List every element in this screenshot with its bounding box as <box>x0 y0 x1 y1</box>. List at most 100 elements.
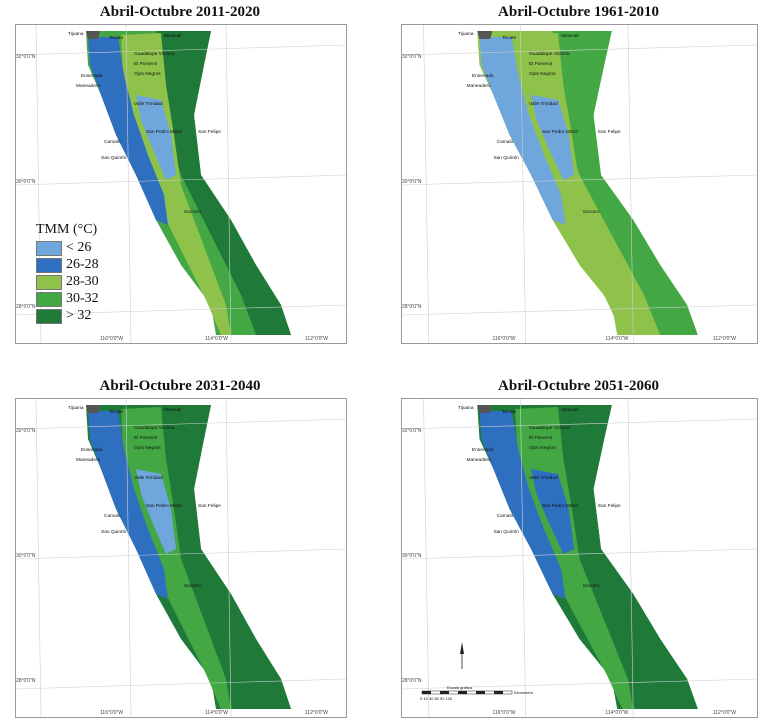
legend-label: 30-32 <box>66 291 99 306</box>
eastern-zone <box>552 31 698 335</box>
lat-tick-label: 30°0'0"N <box>402 179 422 185</box>
place-label-ensenada: Ensenada <box>472 73 494 79</box>
place-label-tijuana: Tijuana <box>458 405 474 411</box>
place-label-ojos: Ojos Negros <box>529 445 556 451</box>
place-label-tecate: Tecate <box>502 409 516 415</box>
place-label-trinidad: Valle Trinidad <box>529 101 558 107</box>
legend: TMM (°C) < 26 26-28 28-30 30-32 > 32 <box>36 222 99 325</box>
lon-tick-label: 114°0'0"W <box>605 336 629 342</box>
graticule-line <box>225 399 232 717</box>
graticule-line <box>16 174 346 186</box>
place-label-sanquintin: San Quintín <box>493 529 519 535</box>
highland-zone <box>531 95 575 180</box>
border-patch <box>477 31 493 39</box>
lat-tick-label: 32°0'0"N <box>16 428 36 434</box>
legend-label: < 26 <box>66 240 92 255</box>
scale-ticks: 0 15 30 60 90 120 <box>420 696 453 701</box>
coastal-zone <box>88 37 168 225</box>
map-panel: Tijuana Tecate Mexicali Guadalupe Victoria E… <box>401 24 758 344</box>
scale-label: Escala gráfica <box>447 685 473 690</box>
graticule-line <box>35 25 42 343</box>
legend-swatch <box>36 308 62 324</box>
place-label-mexicali: Mexicali <box>561 407 578 413</box>
legend-label: 28-30 <box>66 274 99 289</box>
lat-tick-label: 32°0'0"N <box>402 54 422 60</box>
border-patch <box>86 31 100 39</box>
place-label-sanfelipe: San Felipe <box>598 503 621 509</box>
lon-tick-label: 112°0'0"W <box>712 336 736 342</box>
legend-item: 28-30 <box>36 274 99 290</box>
border-patch <box>477 405 493 413</box>
legend-item: > 32 <box>36 308 99 324</box>
place-label-tecate: Tecate <box>109 35 123 41</box>
place-label-socorro: Socorro <box>184 209 201 215</box>
place-label-ensenada: Ensenada <box>81 447 103 453</box>
lat-tick-label: 32°0'0"N <box>16 54 36 60</box>
legend-item: 26-28 <box>36 257 99 273</box>
place-label-ojos: Ojos Negros <box>529 71 556 77</box>
place-label-camalu: Camalú <box>497 513 514 519</box>
lon-tick-label: 114°0'0"W <box>605 710 629 716</box>
lat-tick-label: 28°0'0"N <box>402 678 422 684</box>
place-label-tijuana: Tijuana <box>458 31 474 37</box>
highland-zone <box>531 469 575 554</box>
lat-tick-label: 30°0'0"N <box>16 553 36 559</box>
place-label-ojos: Ojos Negros <box>134 445 161 451</box>
eastern-zone <box>156 405 291 709</box>
graticule-line <box>402 174 757 186</box>
coastal-zone <box>479 411 566 599</box>
north-arrow <box>460 642 464 654</box>
lat-tick-label: 28°0'0"N <box>402 304 422 310</box>
graticule-line <box>402 678 757 690</box>
place-label-sanquintin: San Quintín <box>101 529 127 535</box>
lon-tick-label: 114°0'0"W <box>205 336 228 342</box>
place-label-porvenir: El Porvenir <box>529 435 553 441</box>
place-label-ensenada: Ensenada <box>81 73 103 79</box>
lat-tick-label: 28°0'0"N <box>16 678 36 684</box>
lon-tick-label: 116°0'0"W <box>100 710 123 716</box>
map-panel: Tijuana Tecate Mexicali Guadalupe Victoria E… <box>15 398 347 718</box>
graticule-line <box>125 399 132 717</box>
graticule-line <box>627 399 634 717</box>
legend-swatch <box>36 274 62 290</box>
map-panel: Tijuana Tecate Mexicali Guadalupe Victoria E… <box>15 24 347 344</box>
legend-item: < 26 <box>36 240 99 256</box>
graticule-line <box>402 304 757 316</box>
lon-tick-label: 116°0'0"W <box>492 710 516 716</box>
lat-tick-label: 28°0'0"N <box>16 304 36 310</box>
place-label-mexicali: Mexicali <box>164 33 181 39</box>
graticule-line <box>125 25 132 343</box>
place-label-sanpedro: San Pedro Mártir <box>542 129 579 135</box>
graticule-line <box>225 25 232 343</box>
place-label-sanquintin: San Quintín <box>101 155 127 161</box>
graticule-line <box>16 548 346 560</box>
place-label-camalu: Camalú <box>104 513 121 519</box>
place-label-tijuana: Tijuana <box>68 31 84 37</box>
place-label-porvenir: El Porvenir <box>529 61 553 67</box>
scale-unit: Kilometers <box>514 690 533 695</box>
place-label-maneadero: Maneadero <box>467 83 492 89</box>
place-label-trinidad: Valle Trinidad <box>134 101 163 107</box>
place-label-socorro: Socorro <box>583 209 600 215</box>
graticule-line <box>627 25 634 343</box>
place-label-tecate: Tecate <box>502 35 516 41</box>
panel-title: Abril-Octubre 2031-2040 <box>99 378 261 394</box>
legend-title: TMM (°C) <box>36 222 98 237</box>
place-label-ensenada: Ensenada <box>472 447 494 453</box>
eastern-zone <box>156 31 291 335</box>
place-label-sanfelipe: San Felipe <box>198 129 221 135</box>
place-label-maneadero: Maneadero <box>76 83 101 89</box>
place-label-camalu: Camalú <box>104 139 121 145</box>
place-label-socorro: Socorro <box>583 583 600 589</box>
graticule-line <box>402 44 757 56</box>
place-label-sanfelipe: San Felipe <box>198 503 221 509</box>
place-label-guadalupe: Guadalupe Victoria <box>529 51 570 57</box>
legend-label: 26-28 <box>66 257 99 272</box>
place-label-ojos: Ojos Negros <box>134 71 161 77</box>
place-label-sanfelipe: San Felipe <box>598 129 621 135</box>
lat-tick-label: 32°0'0"N <box>402 428 422 434</box>
map-panel: Tijuana Tecate Mexicali Guadalupe Victoria E… <box>401 398 758 718</box>
graticule-line <box>16 304 346 316</box>
lon-tick-label: 114°0'0"W <box>205 710 228 716</box>
place-label-maneadero: Maneadero <box>76 457 101 463</box>
